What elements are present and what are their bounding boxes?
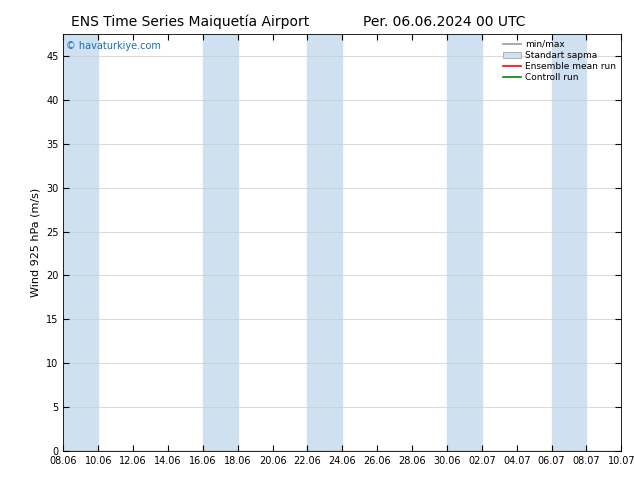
Y-axis label: Wind 925 hPa (m/s): Wind 925 hPa (m/s) [30,188,41,297]
Bar [63,34,98,451]
Text: © havaturkiye.com: © havaturkiye.com [66,41,161,50]
Text: Per. 06.06.2024 00 UTC: Per. 06.06.2024 00 UTC [363,15,525,29]
Bar [552,34,586,451]
Text: ENS Time Series Maiquetía Airport: ENS Time Series Maiquetía Airport [71,15,309,29]
Bar [203,34,238,451]
Bar [307,34,342,451]
Bar [447,34,482,451]
Legend: min/max, Standart sapma, Ensemble mean run, Controll run: min/max, Standart sapma, Ensemble mean r… [500,36,619,86]
